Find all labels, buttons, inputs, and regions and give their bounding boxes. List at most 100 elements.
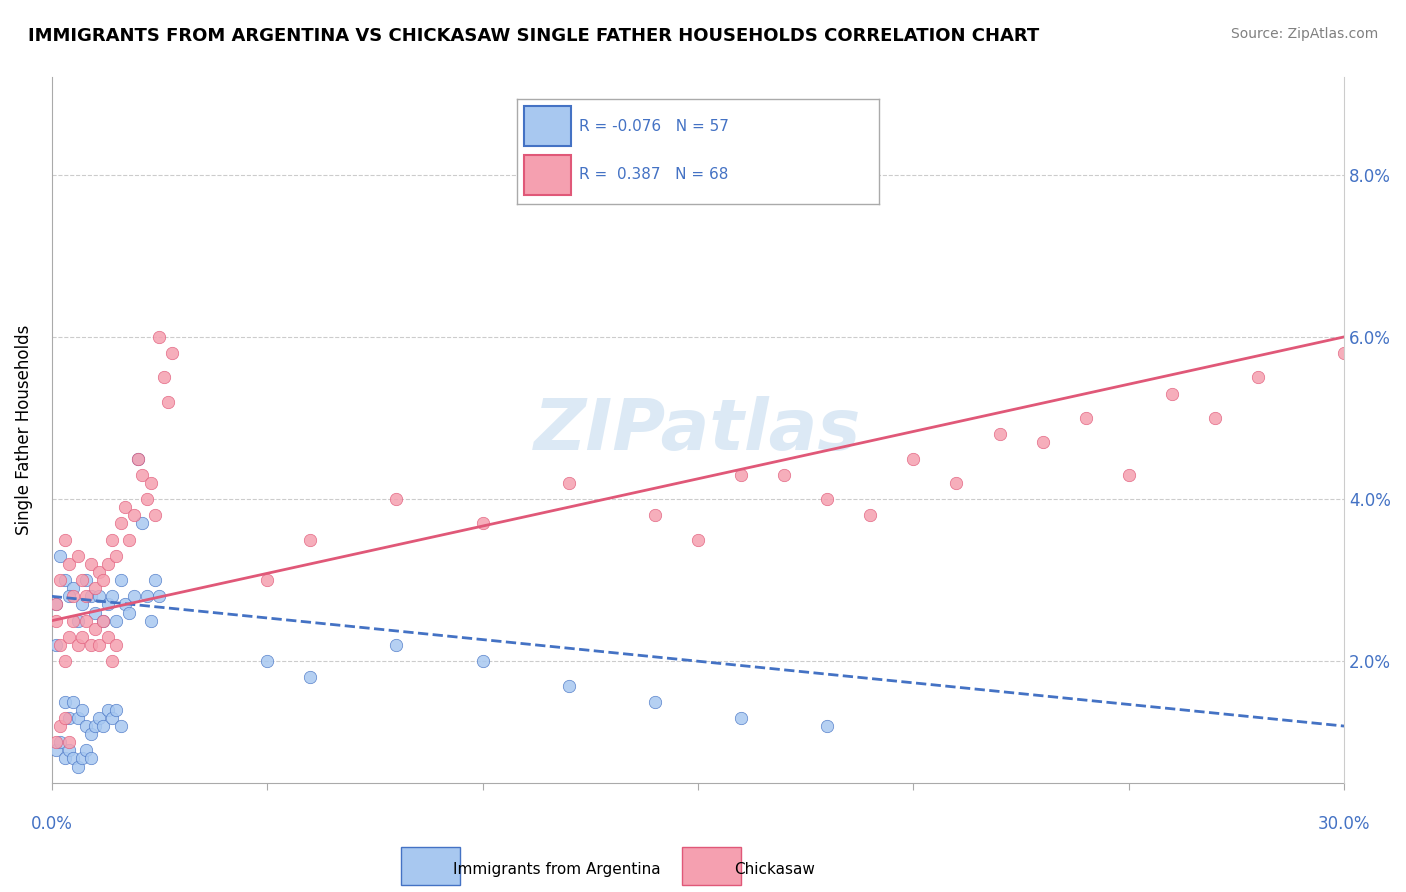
- Point: [162, 346, 184, 360]
- Point: [122, 590, 145, 604]
- Point: [70, 630, 93, 644]
- Point: [148, 330, 170, 344]
- Point: [62, 614, 84, 628]
- Point: [83, 581, 105, 595]
- Point: [139, 614, 162, 628]
- Point: [105, 638, 128, 652]
- Point: [58, 711, 80, 725]
- Point: [101, 533, 124, 547]
- Point: [70, 573, 93, 587]
- Point: [66, 549, 89, 563]
- Point: [859, 508, 882, 523]
- Point: [83, 622, 105, 636]
- Text: 30.0%: 30.0%: [1317, 815, 1371, 833]
- Point: [53, 654, 76, 668]
- Point: [66, 614, 89, 628]
- Point: [45, 743, 67, 757]
- Point: [471, 516, 494, 531]
- Point: [66, 759, 89, 773]
- Point: [53, 695, 76, 709]
- Point: [45, 735, 67, 749]
- Point: [58, 590, 80, 604]
- Point: [101, 590, 124, 604]
- Point: [945, 475, 967, 490]
- Point: [1032, 435, 1054, 450]
- Point: [644, 695, 666, 709]
- Point: [75, 614, 97, 628]
- Point: [471, 654, 494, 668]
- Point: [79, 727, 101, 741]
- Point: [58, 630, 80, 644]
- Point: [79, 638, 101, 652]
- Text: Immigrants from Argentina: Immigrants from Argentina: [453, 863, 661, 877]
- Point: [815, 719, 838, 733]
- Text: 0.0%: 0.0%: [31, 815, 73, 833]
- Point: [101, 654, 124, 668]
- Point: [139, 475, 162, 490]
- Point: [1204, 411, 1226, 425]
- Point: [131, 467, 153, 482]
- Point: [75, 590, 97, 604]
- Y-axis label: Single Father Households: Single Father Households: [15, 325, 32, 535]
- Point: [644, 508, 666, 523]
- Point: [135, 590, 157, 604]
- Point: [1074, 411, 1097, 425]
- Point: [97, 703, 120, 717]
- Point: [45, 598, 67, 612]
- Point: [256, 654, 278, 668]
- Point: [143, 508, 166, 523]
- Point: [97, 557, 120, 571]
- Point: [1160, 386, 1182, 401]
- Point: [45, 638, 67, 652]
- Point: [83, 719, 105, 733]
- Text: Chickasaw: Chickasaw: [734, 863, 815, 877]
- Point: [62, 581, 84, 595]
- Point: [157, 394, 180, 409]
- Point: [256, 573, 278, 587]
- Point: [70, 598, 93, 612]
- Point: [53, 573, 76, 587]
- Point: [89, 590, 111, 604]
- Point: [97, 598, 120, 612]
- Text: Source: ZipAtlas.com: Source: ZipAtlas.com: [1230, 27, 1378, 41]
- Point: [62, 751, 84, 765]
- Point: [70, 703, 93, 717]
- Point: [385, 491, 408, 506]
- Point: [127, 451, 149, 466]
- Point: [1247, 370, 1270, 384]
- Point: [101, 711, 124, 725]
- Point: [299, 533, 322, 547]
- Point: [557, 679, 579, 693]
- Point: [45, 614, 67, 628]
- Point: [58, 743, 80, 757]
- Point: [114, 500, 136, 515]
- Point: [815, 491, 838, 506]
- Point: [143, 573, 166, 587]
- Point: [53, 711, 76, 725]
- Point: [75, 573, 97, 587]
- Point: [105, 614, 128, 628]
- Point: [79, 557, 101, 571]
- Point: [127, 451, 149, 466]
- Point: [53, 751, 76, 765]
- Point: [122, 508, 145, 523]
- Point: [135, 491, 157, 506]
- Point: [773, 467, 796, 482]
- Point: [1118, 467, 1140, 482]
- Point: [93, 614, 115, 628]
- Point: [110, 573, 132, 587]
- Point: [49, 638, 72, 652]
- Point: [49, 735, 72, 749]
- Text: ZIPatlas: ZIPatlas: [534, 396, 862, 465]
- Point: [89, 711, 111, 725]
- Point: [49, 573, 72, 587]
- Point: [110, 516, 132, 531]
- Point: [89, 638, 111, 652]
- Point: [97, 630, 120, 644]
- Point: [79, 751, 101, 765]
- Point: [730, 711, 752, 725]
- Point: [89, 565, 111, 579]
- Point: [105, 549, 128, 563]
- Point: [105, 703, 128, 717]
- Point: [131, 516, 153, 531]
